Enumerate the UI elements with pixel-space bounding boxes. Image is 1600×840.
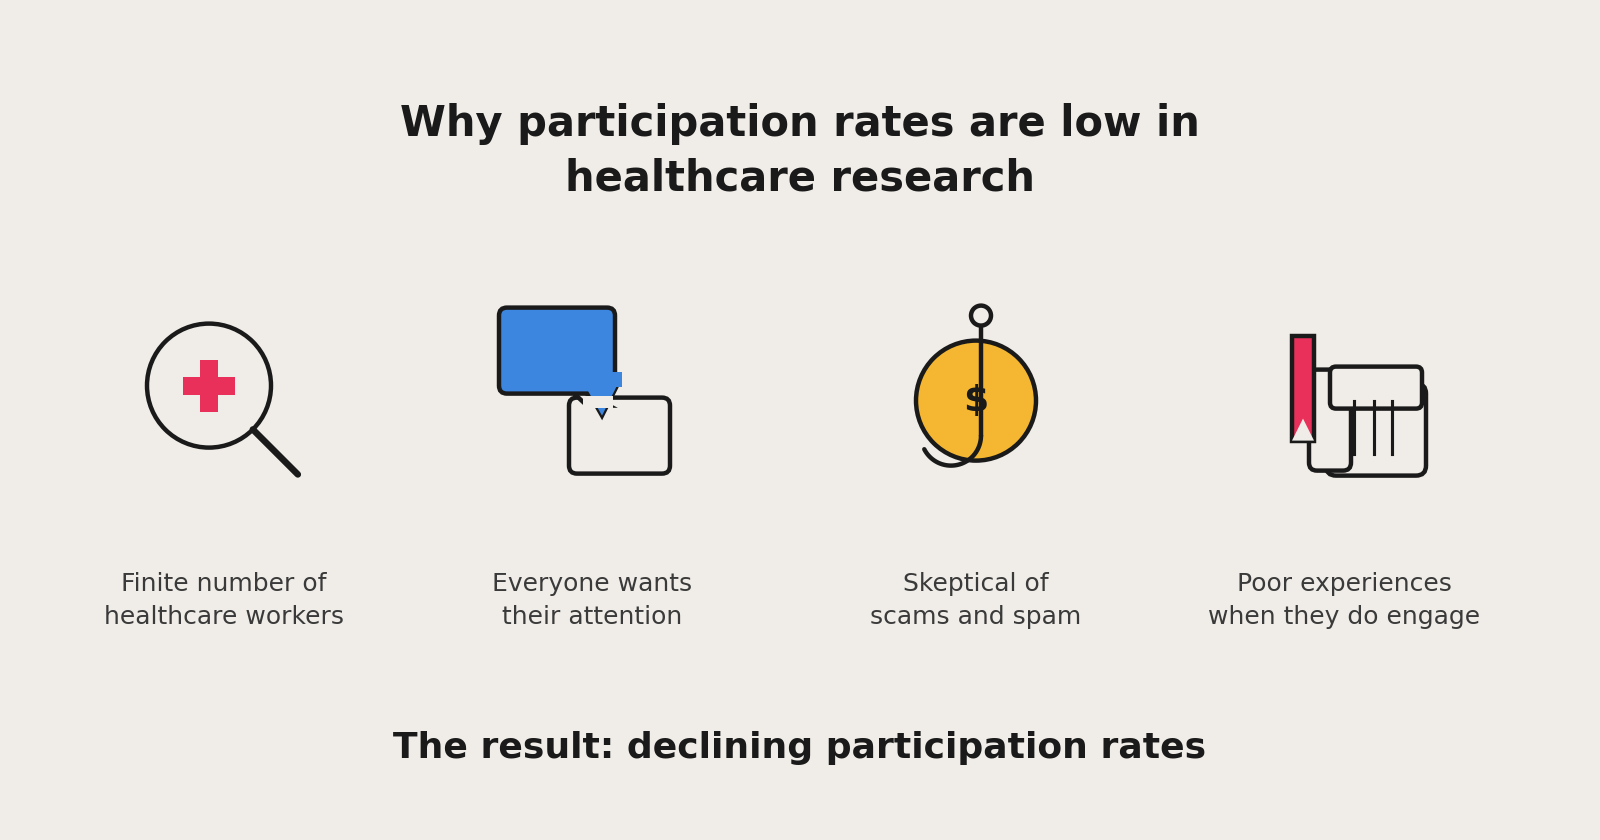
FancyBboxPatch shape (1309, 370, 1350, 470)
Bar (582, 396, 613, 407)
Circle shape (915, 340, 1035, 460)
Bar (200, 360, 218, 412)
Polygon shape (557, 378, 610, 406)
Bar (182, 376, 235, 395)
Text: Skeptical of
scams and spam: Skeptical of scams and spam (870, 572, 1082, 629)
Text: Finite number of
healthcare workers: Finite number of healthcare workers (104, 572, 344, 629)
FancyBboxPatch shape (499, 307, 614, 394)
FancyBboxPatch shape (1326, 384, 1426, 475)
Text: Why participation rates are low in
healthcare research: Why participation rates are low in healt… (400, 102, 1200, 200)
Text: $: $ (963, 384, 989, 417)
Text: The result: declining participation rates: The result: declining participation rate… (394, 731, 1206, 764)
Bar (1291, 336, 1314, 441)
Text: Poor experiences
when they do engage: Poor experiences when they do engage (1208, 572, 1480, 629)
Text: Everyone wants
their attention: Everyone wants their attention (491, 572, 693, 629)
FancyBboxPatch shape (1330, 366, 1422, 408)
Polygon shape (586, 386, 618, 416)
Polygon shape (1291, 418, 1314, 441)
Bar (582, 371, 622, 386)
FancyBboxPatch shape (570, 397, 670, 474)
